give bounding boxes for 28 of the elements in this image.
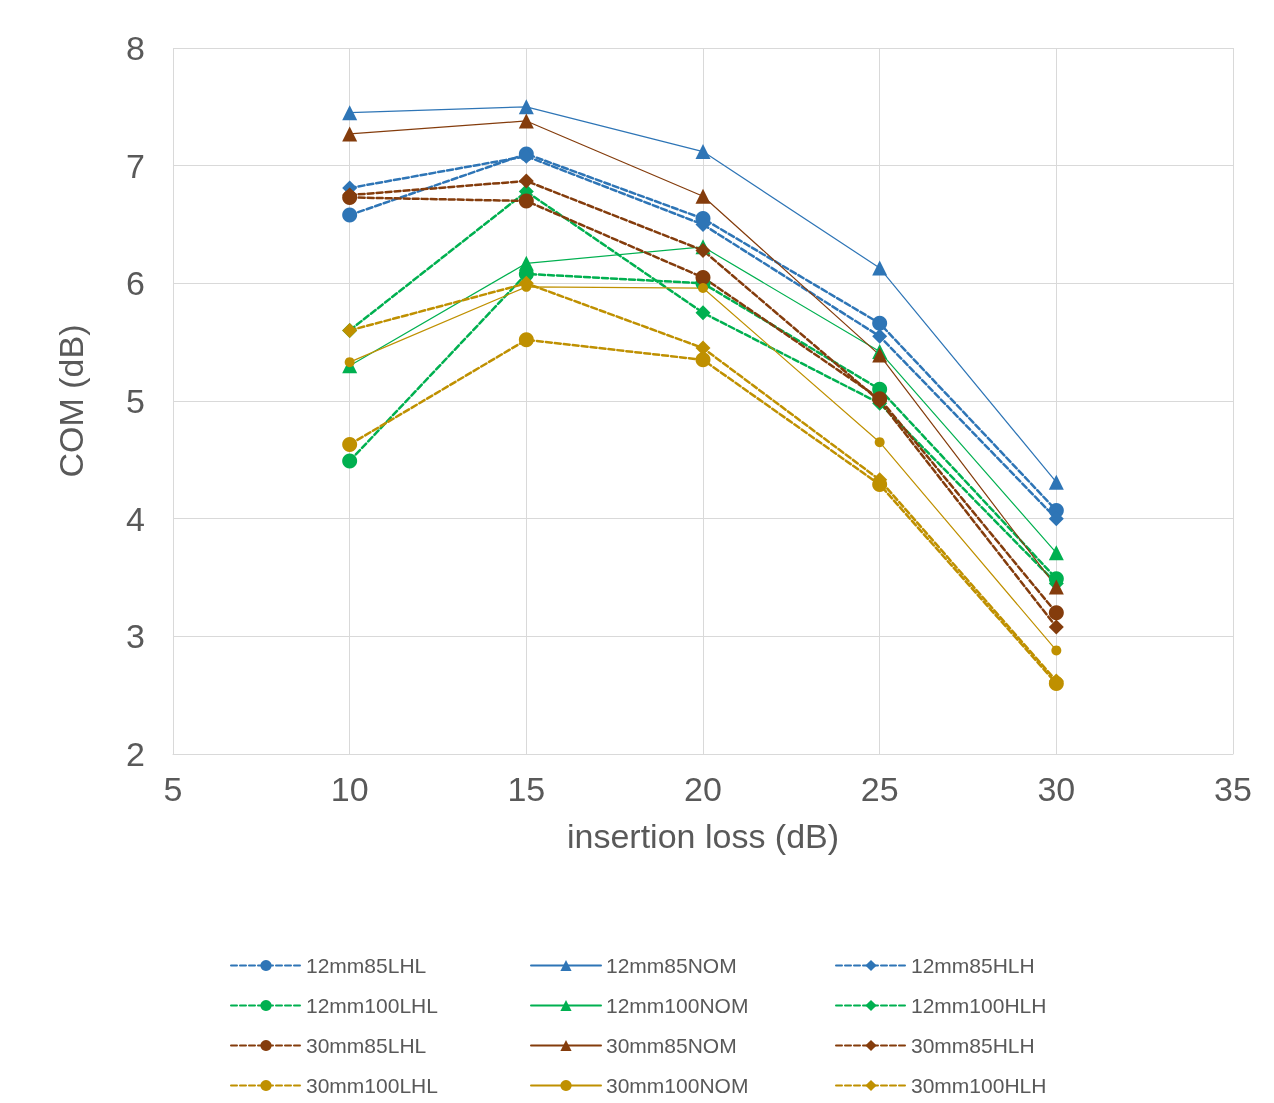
y-tick-label: 4	[126, 499, 145, 538]
x-tick-label: 15	[507, 770, 546, 808]
y-tick-label: 7	[126, 146, 145, 185]
x-tick-label: 25	[860, 770, 899, 808]
legend-label: 12mm85HLH	[911, 954, 1035, 977]
y-tick-label: 5	[126, 382, 145, 420]
y-tick-label: 6	[126, 264, 145, 303]
legend-label: 30mm100LHL	[306, 1074, 438, 1097]
x-tick-label: 30	[1037, 770, 1076, 808]
y-tick-label: 2	[126, 735, 145, 773]
legend-label: 30mm100HLH	[911, 1074, 1047, 1097]
legend-label: 12mm100LHL	[306, 994, 438, 1017]
y-tick-label: 3	[126, 617, 145, 656]
legend-label: 30mm85NOM	[606, 1034, 737, 1057]
y-tick-label: 8	[126, 29, 145, 67]
legend-label: 12mm85LHL	[306, 954, 427, 977]
legend-label: 12mm100NOM	[606, 994, 749, 1017]
legend-label: 12mm100HLH	[911, 994, 1047, 1017]
y-axis-title: COM (dB)	[52, 324, 90, 478]
x-tick-label: 35	[1214, 770, 1252, 808]
legend-label: 30mm85LHL	[306, 1034, 427, 1057]
x-tick-label: 5	[163, 770, 183, 808]
x-tick-label: 10	[330, 770, 369, 808]
legend-label: 30mm100NOM	[606, 1074, 749, 1097]
legend-label: 12mm85NOM	[606, 954, 737, 977]
legend-label: 30mm85HLH	[911, 1034, 1035, 1057]
x-tick-label: 20	[684, 770, 722, 808]
x-axis-title: insertion loss (dB)	[566, 817, 840, 855]
